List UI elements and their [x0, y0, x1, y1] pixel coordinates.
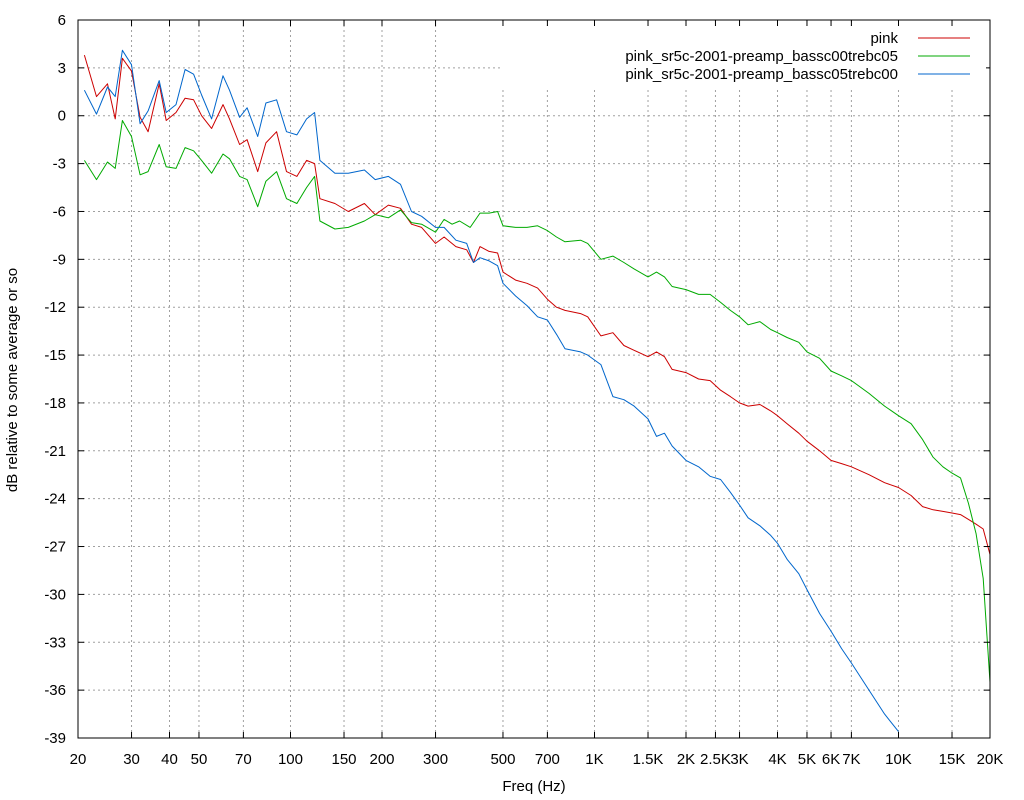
x-tick-label: 2K	[677, 751, 695, 768]
y-tick-label: -24	[44, 491, 66, 508]
x-tick-label: 50	[191, 751, 208, 768]
x-tick-label: 100	[278, 751, 303, 768]
x-tick-label: 200	[369, 751, 394, 768]
legend-label: pink_sr5c-2001-preamp_bassc05trebc00	[625, 66, 898, 83]
x-tick-label: 3K	[730, 751, 748, 768]
y-tick-label: -27	[44, 539, 66, 556]
x-tick-label: 5K	[798, 751, 816, 768]
x-tick-label: 150	[332, 751, 357, 768]
y-tick-label: -3	[53, 156, 66, 173]
y-tick-label: -39	[44, 730, 66, 747]
y-tick-label: -12	[44, 299, 66, 316]
x-tick-label: 1K	[585, 751, 603, 768]
y-tick-label: -36	[44, 682, 66, 699]
y-tick-label: 0	[58, 108, 66, 125]
axis-ticks: 20 30 40 50 70 100 150 200 300 500 700 1K 1.5K 2K 2.5K…	[44, 12, 1003, 768]
x-tick-label: 20K	[977, 751, 1004, 768]
series-line-3	[83, 49, 899, 732]
legend-label: pink	[870, 30, 898, 47]
x-tick-label: 20	[70, 751, 87, 768]
y-tick-label: -30	[44, 586, 66, 603]
y-tick-label: -15	[44, 347, 66, 364]
y-tick-label: -33	[44, 634, 66, 651]
x-tick-label: 10K	[885, 751, 912, 768]
x-tick-label: 70	[235, 751, 252, 768]
y-tick-label: -9	[53, 251, 66, 268]
y-tick-label: 6	[58, 12, 66, 29]
y-axis-title: dB relative to some average or so	[4, 268, 21, 492]
series-line-1	[83, 54, 991, 555]
y-tick-label: -18	[44, 395, 66, 412]
plot-frame	[77, 19, 991, 739]
x-tick-label: 1.5K	[633, 751, 664, 768]
legend: pinkpink_sr5c-2001-preamp_bassc00trebc05…	[500, 26, 986, 88]
x-tick-label: 40	[161, 751, 178, 768]
legend-label: pink_sr5c-2001-preamp_bassc00trebc05	[625, 48, 898, 65]
series-lines	[83, 49, 991, 732]
x-tick-label: 500	[490, 751, 515, 768]
x-tick-label: 2.5K	[700, 751, 731, 768]
x-tick-label: 30	[123, 751, 140, 768]
x-tick-label: 700	[535, 751, 560, 768]
x-tick-label: 7K	[842, 751, 860, 768]
x-axis-title: Freq (Hz)	[502, 778, 565, 795]
y-tick-label: -21	[44, 443, 66, 460]
series-line-2	[83, 120, 991, 683]
x-tick-label: 15K	[939, 751, 966, 768]
legend-background	[500, 26, 986, 88]
x-tick-label: 4K	[768, 751, 786, 768]
x-tick-label: 6K	[822, 751, 840, 768]
y-tick-label: -6	[53, 203, 66, 220]
y-tick-label: 3	[58, 60, 66, 77]
grid	[78, 20, 990, 738]
x-tick-label: 300	[423, 751, 448, 768]
